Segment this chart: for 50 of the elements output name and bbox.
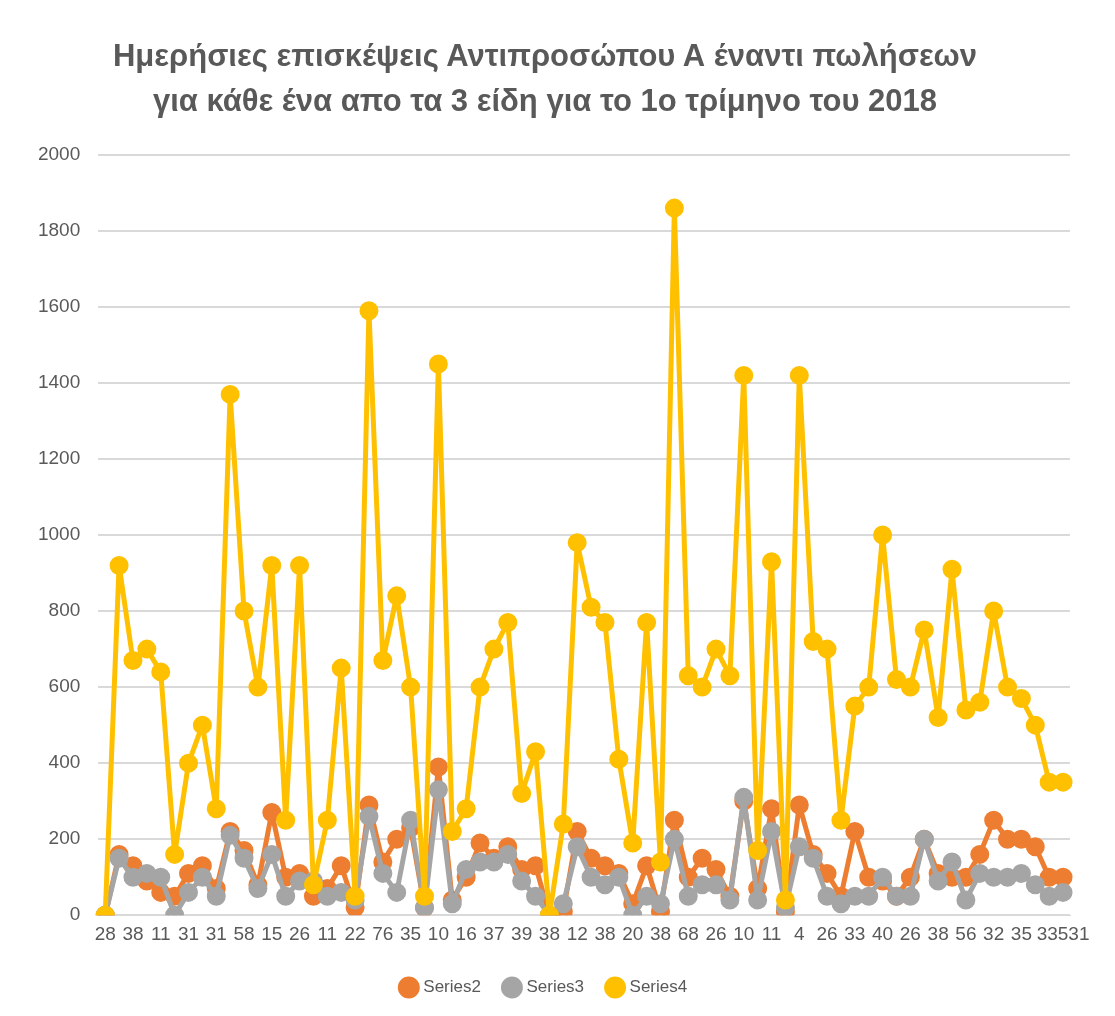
- x-tick-label: 38: [122, 922, 144, 944]
- y-tick-label: 1600: [37, 295, 81, 317]
- y-tick-label: 1400: [37, 371, 81, 393]
- x-tick-label: 38: [927, 922, 949, 944]
- x-tick-label: 31: [177, 922, 200, 944]
- legend-label: Series3: [526, 977, 585, 997]
- x-tick-label: 11: [317, 922, 338, 944]
- legend-label: Series4: [629, 977, 688, 997]
- x-tick-label: 40: [872, 922, 894, 944]
- y-tick-label: 400: [48, 751, 81, 773]
- x-tick-label: 11: [150, 922, 171, 944]
- x-tick-label: 38: [649, 922, 672, 944]
- y-tick-label: 0: [69, 903, 81, 925]
- x-tick-label: 37: [483, 922, 505, 944]
- x-tick-label: 32: [983, 922, 1005, 944]
- legend-label: Series2: [423, 977, 481, 997]
- y-tick-label: 200: [48, 827, 81, 849]
- x-tick-label: 58: [233, 922, 255, 944]
- x-tick-label: 35: [400, 922, 422, 944]
- x-tick-label: 26: [705, 922, 727, 944]
- x-tick-label: 68: [677, 922, 699, 944]
- x-tick-label: 16: [455, 922, 477, 944]
- x-tick-label: 31: [205, 922, 227, 944]
- x-tick-label: 12: [566, 922, 588, 944]
- x-tick-label: 33: [844, 922, 866, 944]
- x-tick-label: 26: [816, 922, 838, 944]
- x-tick-label: 22: [344, 922, 366, 944]
- y-tick-label: 1000: [37, 523, 81, 545]
- x-tick-label: 35: [1010, 922, 1032, 944]
- x-tick-label: 10: [733, 922, 755, 944]
- y-tick-label: 1200: [37, 447, 81, 469]
- x-tick-label: 39: [511, 922, 533, 944]
- y-tick-label: 600: [48, 675, 81, 697]
- x-tick-label: 38: [594, 922, 616, 944]
- x-tick-label: 33531: [1036, 922, 1090, 944]
- x-tick-label: 15: [261, 922, 283, 944]
- x-tick-label: 56: [955, 922, 977, 944]
- y-tick-label: 800: [48, 599, 81, 621]
- x-tick-label: 26: [899, 922, 921, 944]
- x-tick-label: 38: [538, 922, 560, 944]
- x-tick-label: 4: [794, 922, 806, 944]
- x-tick-label: 11: [761, 922, 782, 944]
- x-tick-label: 10: [427, 922, 449, 944]
- x-tick-label: 28: [94, 922, 116, 944]
- x-tick-label: 26: [288, 922, 311, 944]
- x-tick-label: 20: [622, 922, 644, 944]
- chart-title: Ημερήσιες επισκέψεις Αντιπροσώπου Α έναντι πωλήσεων για κάθε ένα απο τα 3 είδη για το 1ο τρίμηνο του 2018: [112, 38, 978, 118]
- y-tick-label: 2000: [37, 143, 81, 165]
- y-tick-label: 1800: [37, 219, 81, 241]
- x-tick-label: 76: [372, 922, 394, 944]
